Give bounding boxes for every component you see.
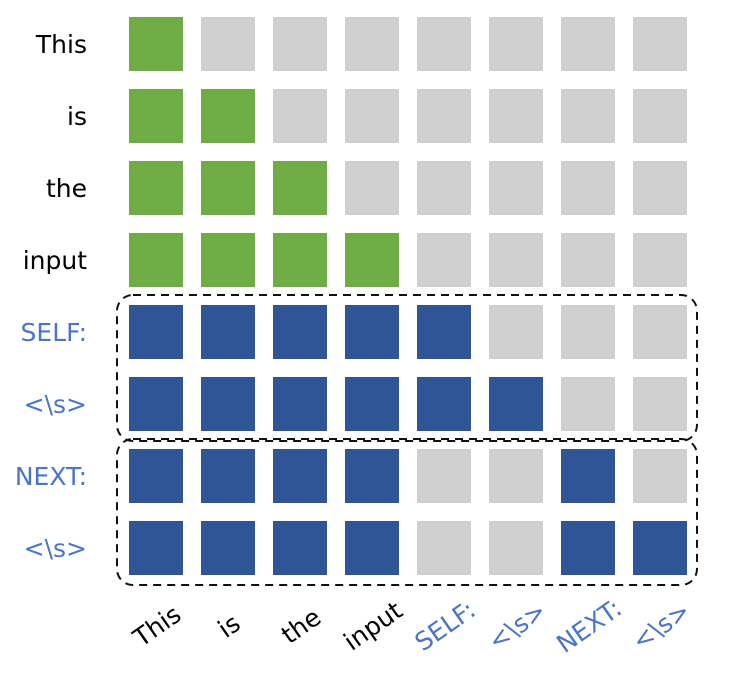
masked-cell bbox=[489, 233, 543, 287]
column-labels: This is the input SELF: <\s> NEXT: <\s> bbox=[127, 593, 695, 658]
row-label: input bbox=[23, 246, 88, 275]
attended-cell bbox=[633, 521, 687, 575]
masked-cell bbox=[345, 17, 399, 71]
masked-cell bbox=[345, 89, 399, 143]
attended-cell bbox=[201, 377, 255, 431]
masked-cell bbox=[417, 521, 471, 575]
column-label: <\s> bbox=[483, 596, 552, 656]
row-labels: This is the input SELF: <\s> NEXT: <\s> bbox=[15, 30, 87, 563]
attended-cell bbox=[417, 305, 471, 359]
masked-cell bbox=[633, 233, 687, 287]
row-label: <\s> bbox=[24, 390, 87, 419]
masked-cell bbox=[561, 89, 615, 143]
attended-cell bbox=[273, 233, 327, 287]
attended-cell bbox=[129, 377, 183, 431]
masked-cell bbox=[489, 305, 543, 359]
attended-cell bbox=[129, 449, 183, 503]
masked-cell bbox=[561, 305, 615, 359]
masked-cell bbox=[561, 377, 615, 431]
group-outlines bbox=[116, 294, 698, 586]
attended-cell bbox=[129, 89, 183, 143]
masked-cell bbox=[345, 161, 399, 215]
attended-cell bbox=[273, 161, 327, 215]
attended-cell bbox=[273, 521, 327, 575]
column-label: This bbox=[127, 600, 186, 654]
row-label: NEXT: bbox=[15, 462, 87, 491]
masked-cell bbox=[489, 161, 543, 215]
masked-cell bbox=[417, 89, 471, 143]
masked-cell bbox=[417, 17, 471, 71]
masked-cell bbox=[417, 449, 471, 503]
column-label: is bbox=[213, 608, 246, 643]
attended-cell bbox=[201, 521, 255, 575]
masked-cell bbox=[561, 161, 615, 215]
attended-cell bbox=[129, 17, 183, 71]
masked-cell bbox=[633, 89, 687, 143]
masked-cell bbox=[561, 17, 615, 71]
attended-cell bbox=[345, 377, 399, 431]
masked-cell bbox=[561, 233, 615, 287]
column-label: input bbox=[338, 596, 407, 657]
attended-cell bbox=[273, 305, 327, 359]
masked-cell bbox=[489, 449, 543, 503]
attended-cell bbox=[129, 305, 183, 359]
masked-cell bbox=[273, 89, 327, 143]
column-label: NEXT: bbox=[551, 593, 627, 658]
attended-cell bbox=[345, 305, 399, 359]
masked-cell bbox=[633, 377, 687, 431]
row-label: <\s> bbox=[24, 534, 87, 563]
masked-cell bbox=[633, 17, 687, 71]
masked-cell bbox=[489, 89, 543, 143]
masked-cell bbox=[633, 305, 687, 359]
attended-cell bbox=[201, 305, 255, 359]
attended-cell bbox=[561, 449, 615, 503]
attended-cell bbox=[201, 233, 255, 287]
attended-cell bbox=[273, 377, 327, 431]
column-label: <\s> bbox=[627, 596, 696, 656]
attended-cell bbox=[489, 377, 543, 431]
masked-cell bbox=[633, 449, 687, 503]
row-label: SELF: bbox=[21, 318, 87, 347]
masked-cell bbox=[273, 17, 327, 71]
masked-cell bbox=[417, 233, 471, 287]
self-group-outline bbox=[116, 294, 698, 442]
attended-cell bbox=[345, 233, 399, 287]
attended-cell bbox=[345, 521, 399, 575]
next-group-outline bbox=[116, 438, 698, 586]
attended-cell bbox=[561, 521, 615, 575]
attended-cell bbox=[201, 161, 255, 215]
masked-cell bbox=[201, 17, 255, 71]
row-label: is bbox=[67, 102, 87, 131]
attended-cell bbox=[129, 521, 183, 575]
masked-cell bbox=[489, 17, 543, 71]
mask-grid bbox=[129, 17, 687, 575]
attended-cell bbox=[129, 161, 183, 215]
attended-cell bbox=[273, 449, 327, 503]
masked-cell bbox=[417, 161, 471, 215]
row-label: This bbox=[35, 30, 87, 59]
attended-cell bbox=[129, 233, 183, 287]
attended-cell bbox=[201, 449, 255, 503]
column-label: the bbox=[276, 602, 326, 649]
row-label: the bbox=[46, 174, 87, 203]
column-label: SELF: bbox=[410, 595, 481, 657]
masked-cell bbox=[633, 161, 687, 215]
attended-cell bbox=[201, 89, 255, 143]
masked-cell bbox=[489, 521, 543, 575]
attended-cell bbox=[345, 449, 399, 503]
attended-cell bbox=[417, 377, 471, 431]
